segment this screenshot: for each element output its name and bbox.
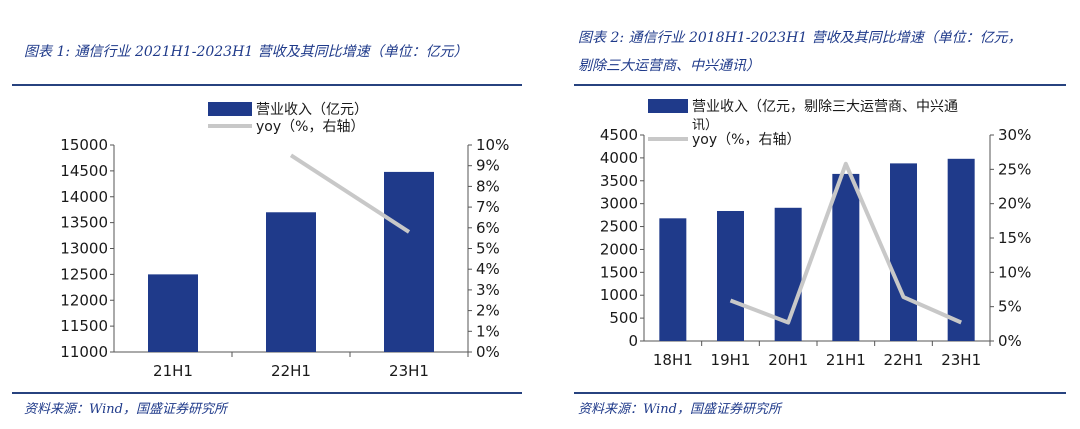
chart-2-y-tick-label: 0 (628, 332, 638, 350)
chart-1-y2-tick-label: 3% (476, 281, 500, 299)
chart-2-x-tick-label: 20H1 (768, 351, 808, 369)
chart-1-x-tick-label: 23H1 (389, 362, 429, 380)
chart-1-y-tick-label: 15000 (60, 136, 108, 154)
chart-1-y-tick-label: 14500 (60, 162, 108, 180)
chart-1-y2-tick-label: 1% (476, 322, 500, 340)
chart-2-x-tick-label: 18H1 (653, 351, 693, 369)
chart-2-y2-tick-label: 15% (998, 229, 1031, 247)
chart-1-y2-tick-label: 5% (476, 240, 500, 258)
chart-1-y-tick-label: 13000 (60, 240, 108, 258)
chart-2-y-tick-label: 4500 (600, 126, 638, 144)
chart-2-bar (832, 173, 860, 341)
chart-2-x-tick-label: 19H1 (711, 351, 751, 369)
chart-1-y-tick-label: 12500 (60, 265, 108, 283)
chart-2-x-tick-label: 23H1 (941, 351, 981, 369)
chart-1-y-tick-label: 11500 (60, 317, 108, 335)
chart-1-y2-tick-label: 2% (476, 302, 500, 320)
chart-2-bar (947, 158, 975, 341)
chart-1-title: 图表 1: 通信行业 2021H1-2023H1 营收及其同比增速（单位：亿元） (24, 44, 468, 60)
chart-1-y2-tick-label: 6% (476, 219, 500, 237)
chart-1-y2-tick-label: 8% (476, 177, 500, 195)
chart-2-legend-bar-label-line2: 讯） (692, 118, 718, 133)
chart-2-title-line2: 剔除三大运营商、中兴通讯） (578, 58, 760, 74)
chart-2-y2-tick-label: 10% (998, 263, 1031, 281)
chart-2-bar (717, 210, 744, 341)
chart-1-y-tick-label: 13500 (60, 214, 108, 232)
chart-2-y-tick-label: 3500 (600, 172, 638, 190)
chart-2-yoy-line (729, 161, 963, 325)
chart-1-top-rule (12, 84, 522, 86)
chart-2-y2-tick-label: 25% (998, 160, 1031, 178)
chart-2-y-tick-label: 500 (609, 309, 638, 327)
chart-2-bar (659, 218, 687, 341)
chart-1-y-tick-label: 12000 (60, 291, 108, 309)
chart-2-y-tick-label: 1000 (600, 286, 638, 304)
chart-1-x-tick-label: 22H1 (271, 362, 311, 380)
chart-1-bar (384, 171, 434, 352)
chart-2-svg: 0 500 1000 1500 2000 2500 3000 3500 4000 4500 0% 5%… (600, 99, 1031, 369)
chart-1-legend-line-label: yoy（%，右轴） (256, 119, 364, 135)
chart-1-y2-tick-label: 0% (476, 343, 500, 361)
chart-1-legend-bar-label: 营业收入（亿元） (256, 102, 368, 118)
chart-1-bottom-rule (12, 392, 522, 394)
chart-2-y2-tick-label: 0% (998, 332, 1022, 350)
chart-1-y2-tick-label: 4% (476, 260, 500, 278)
chart-1-y2-tick-label: 9% (476, 157, 500, 175)
chart-1-y2-tick-label: 10% (476, 136, 509, 154)
chart-2-y2-tick-label: 30% (998, 126, 1031, 144)
chart-2-source: 资料来源：Wind，国盛证券研究所 (578, 402, 781, 417)
chart-2-x-tick-label: 22H1 (884, 351, 924, 369)
chart-1-source: 资料来源：Wind，国盛证券研究所 (24, 402, 227, 417)
chart-2-y2-tick-label: 5% (998, 298, 1022, 316)
chart-2-top-rule (574, 84, 1066, 86)
chart-2-x-tick-label: 21H1 (826, 351, 866, 369)
chart-1-legend-bar-swatch (208, 102, 252, 116)
chart-2-legend-bar-swatch (648, 99, 688, 113)
chart-2-bottom-rule (574, 392, 1066, 394)
chart-1-bar (266, 212, 316, 352)
chart-1-bar (148, 274, 198, 352)
chart-2-legend-bar-label: 营业收入（亿元，剔除三大运营商、中兴通 (692, 99, 958, 115)
chart-1-yoy-line (289, 153, 411, 234)
chart-2-y-tick-label: 2500 (600, 218, 638, 236)
chart-1-y-tick-label: 11000 (60, 343, 108, 361)
chart-2-y-tick-label: 4000 (600, 149, 638, 167)
chart-1-svg: 11000 11500 12000 12500 13000 13500 14000 14500… (60, 102, 509, 380)
chart-1-y2-tick-label: 7% (476, 198, 500, 216)
chart-2-y-tick-label: 2000 (600, 240, 638, 258)
chart-2-title-line1: 图表 2: 通信行业 2018H1-2023H1 营收及其同比增速（单位：亿元， (578, 30, 1022, 46)
chart-2-legend-line-label: yoy（%，右轴） (692, 132, 800, 148)
chart-1-y-tick-label: 14000 (60, 188, 108, 206)
chart-2-y-tick-label: 3000 (600, 195, 638, 213)
chart-2-y-tick-label: 1500 (600, 263, 638, 281)
chart-2-bar (890, 163, 917, 341)
chart-2-y2-tick-label: 20% (998, 195, 1031, 213)
chart-1-x-tick-label: 21H1 (153, 362, 193, 380)
